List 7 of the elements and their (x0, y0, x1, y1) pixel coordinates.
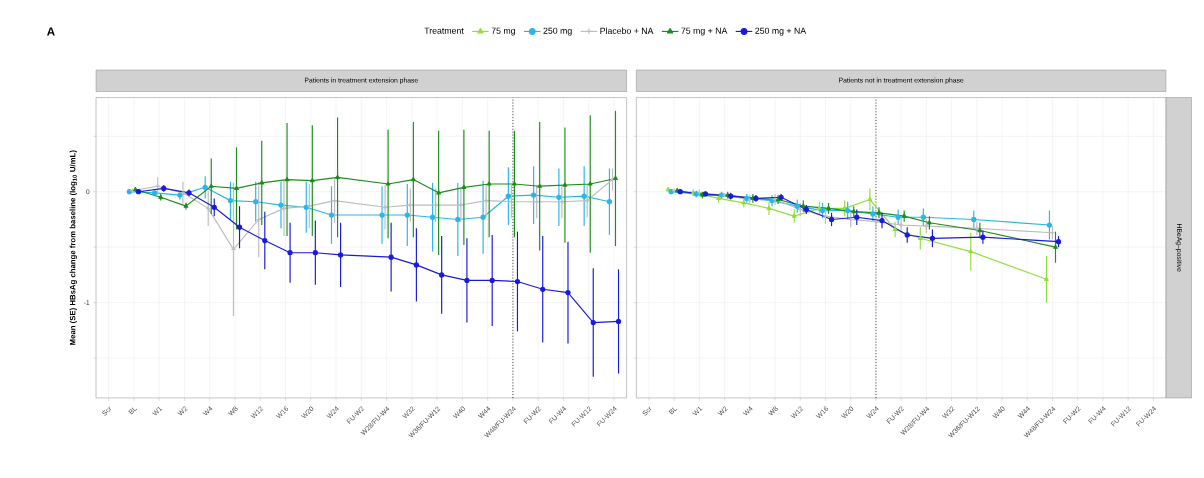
legend-label: 75 mg + NA (681, 27, 728, 36)
legend-label: Placebo + NA (600, 27, 654, 35)
legend-label: 75 mg (491, 27, 515, 36)
legend-label: 250 mg (543, 27, 572, 36)
legend-label: 250 mg + NA (755, 27, 807, 36)
legend-title: Treatment (424, 27, 464, 34)
text: A (47, 27, 55, 36)
